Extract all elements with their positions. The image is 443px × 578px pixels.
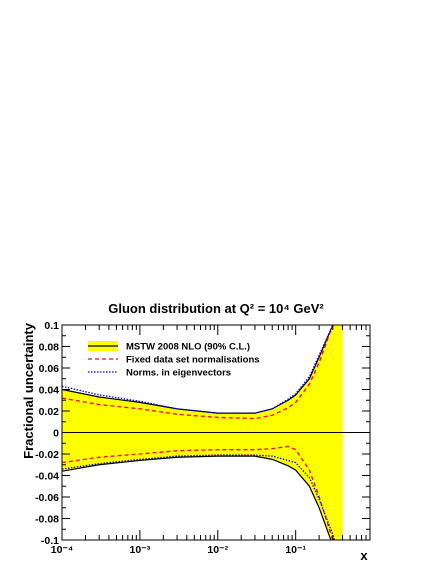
x-tick-label: 10⁻² (207, 544, 228, 556)
curve-lower (62, 454, 335, 540)
x-tick-label: 10⁻³ (130, 544, 151, 556)
legend-label: Norms. in eigenvectors (126, 368, 231, 379)
y-tick-label: 0.02 (39, 406, 60, 418)
x-tick-label: 10⁻⁴ (51, 544, 73, 556)
y-tick-label: 0.1 (44, 320, 59, 332)
curve-upper (62, 325, 334, 414)
y-tick-label: -0.06 (35, 492, 59, 504)
y-tick-label: -0.08 (35, 514, 59, 526)
curve-upper (62, 325, 334, 420)
y-axis-label: Fractional uncertainty (21, 322, 36, 459)
y-tick-label: -0.1 (41, 535, 59, 547)
curve-lower (62, 455, 332, 540)
plot-area (62, 325, 370, 540)
curve-lower (62, 445, 334, 540)
legend-label: MSTW 2008 NLO (90% C.L.) (126, 342, 250, 353)
uncertainty-band (62, 325, 343, 540)
x-tick-label: 10⁻¹ (285, 544, 306, 556)
y-tick-label: -0.04 (35, 471, 59, 483)
y-tick-label: 0.06 (39, 363, 60, 375)
y-tick-label: 0 (53, 428, 59, 440)
y-tick-label: 0.08 (39, 342, 60, 354)
chart-title: Gluon distribution at Q² = 10⁴ GeV² (108, 301, 324, 316)
x-axis-label: x (360, 548, 368, 563)
y-tick-label: -0.02 (35, 449, 59, 461)
y-tick-label: 0.04 (39, 385, 60, 397)
legend-label: Fixed data set normalisations (126, 355, 260, 366)
